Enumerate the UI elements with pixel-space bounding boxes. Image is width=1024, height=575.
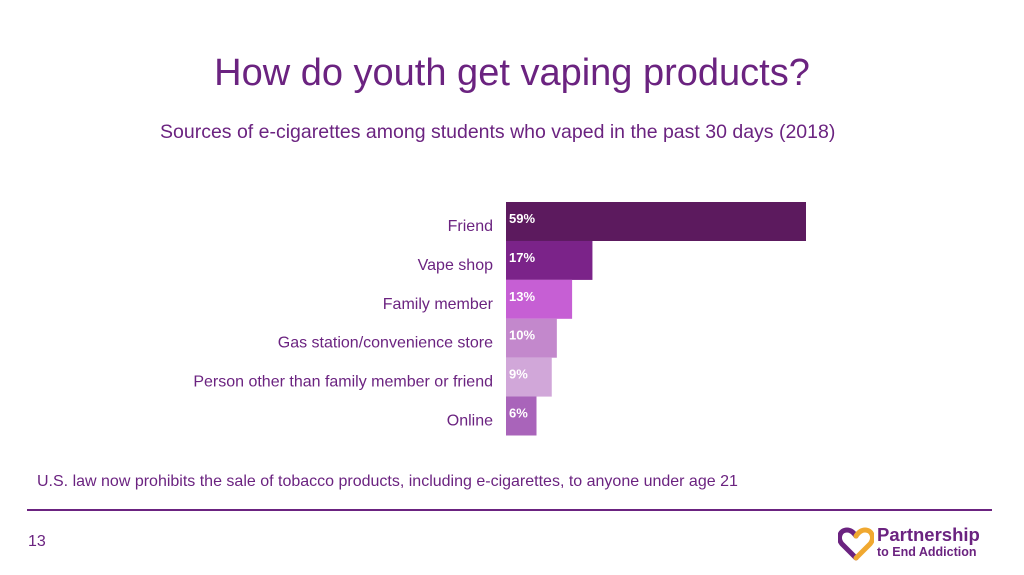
bar-1	[506, 240, 593, 280]
logo-text-line2: to End Addiction	[877, 545, 977, 559]
category-label-5: Online	[447, 413, 493, 430]
bar-value-label-2: 13%	[509, 289, 535, 304]
bar-value-label-1: 17%	[509, 250, 535, 265]
category-label-2: Family member	[383, 296, 494, 313]
footer-divider	[27, 509, 992, 511]
bar-value-label-4: 9%	[509, 367, 528, 382]
heart-icon	[838, 527, 874, 561]
bar-3	[506, 318, 557, 358]
footnote: U.S. law now prohibits the sale of tobac…	[37, 473, 738, 490]
category-label-3: Gas station/convenience store	[278, 335, 493, 352]
bar-value-label-3: 10%	[509, 328, 535, 343]
partnership-logo: Partnership to End Addiction	[838, 524, 998, 563]
bar-0	[506, 202, 806, 241]
bar-chart: 59% Friend 17% Vape shop 13% Family member 10%…	[193, 202, 806, 436]
bar-4	[506, 357, 552, 397]
slide-subtitle: Sources of e-cigarettes among students w…	[160, 121, 836, 143]
category-label-0: Friend	[448, 218, 493, 235]
bar-value-label-0: 59%	[509, 211, 535, 226]
bar-2	[506, 279, 573, 319]
category-label-1: Vape shop	[418, 257, 493, 274]
slide-title: How do youth get vaping products?	[214, 52, 810, 94]
bar-5	[506, 396, 537, 436]
bar-value-label-5: 6%	[509, 406, 528, 421]
page-number: 13	[28, 533, 46, 550]
category-label-4: Person other than family member or frien…	[193, 374, 493, 391]
logo-text-line1: Partnership	[877, 524, 980, 545]
